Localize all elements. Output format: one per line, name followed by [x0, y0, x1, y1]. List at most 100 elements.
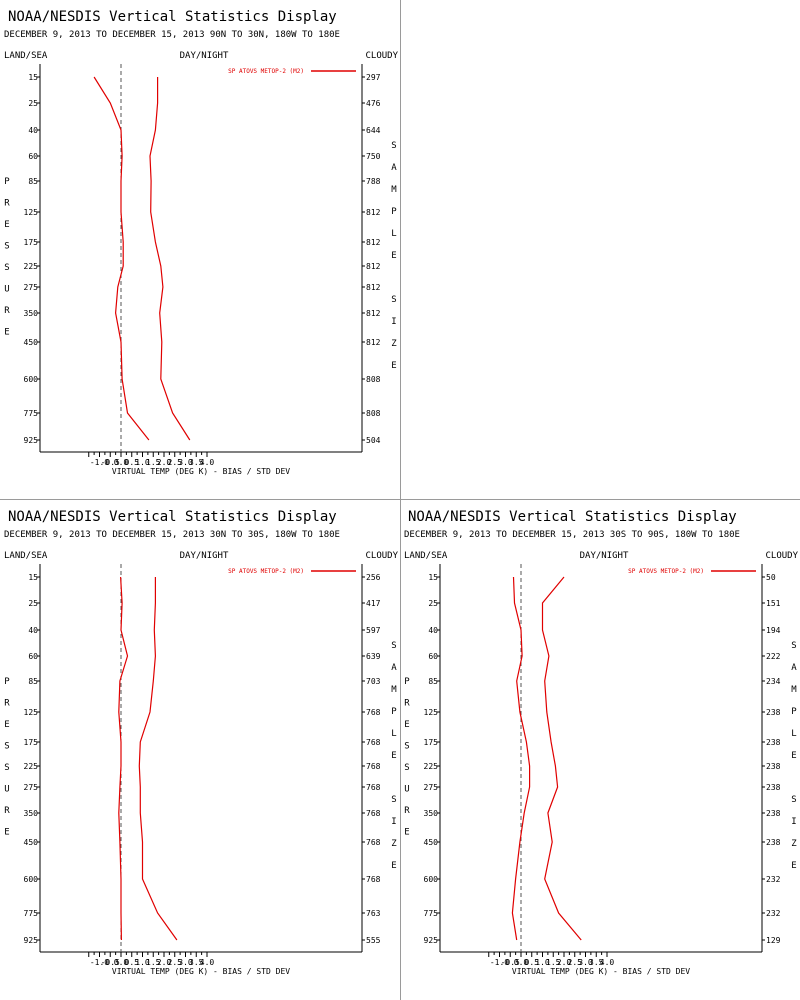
pressure-level-label: 25 [428, 599, 438, 608]
x-tick-label: 4.0 [600, 958, 615, 967]
x-tick-label: 3.5 [189, 458, 204, 467]
pressure-level-label: 15 [428, 573, 438, 582]
series-line-std_dev [138, 577, 178, 941]
x-tick-label: 1.5 [546, 958, 561, 967]
x-tick-label: -0.5 [101, 958, 120, 967]
pressure-level-label: 225 [424, 762, 439, 771]
sample-size-label: 768 [366, 809, 381, 818]
sample-size-label: 50 [766, 573, 776, 582]
chart-subtitle: DECEMBER 9, 2013 TO DECEMBER 15, 2013 30… [404, 530, 740, 540]
x-tick-label: 2.0 [557, 958, 572, 967]
x-tick-label: 0.0 [114, 458, 129, 467]
x-tick-label: 3.0 [178, 458, 193, 467]
x-tick-label: 1.5 [146, 958, 161, 967]
pressure-level-label: 600 [24, 875, 39, 884]
x-tick-label: 0.5 [125, 958, 140, 967]
x-tick-label: 1.5 [146, 458, 161, 467]
sample-size-label: 417 [366, 599, 381, 608]
sample-size-label: 788 [366, 177, 381, 186]
pressure-level-label: 350 [24, 809, 39, 818]
x-tick-label: -1.0 [90, 458, 109, 467]
sample-size-label: 808 [366, 375, 381, 384]
sample-size-label: 768 [366, 738, 381, 747]
pressure-level-label: 40 [428, 626, 438, 635]
x-tick-label: 4.0 [200, 458, 215, 467]
x-tick-label: 0.0 [114, 958, 129, 967]
pressure-level-label: 450 [24, 838, 39, 847]
chart-panel-3: NOAA/NESDIS Vertical Statistics Display D… [404, 509, 799, 976]
x-tick-label: 0.5 [525, 958, 540, 967]
sample-size-label: 644 [366, 126, 381, 135]
legend-label: SP ATOVS METOP-2 (M2) [628, 568, 704, 575]
x-tick-label: 3.0 [178, 958, 193, 967]
pressure-level-label: 85 [428, 677, 438, 686]
pressure-level-label: 775 [24, 909, 39, 918]
pressure-level-label: 40 [28, 626, 38, 635]
sample-size-label: 234 [766, 677, 781, 686]
sample-size-label: 238 [766, 762, 781, 771]
chart-subtitle: DECEMBER 9, 2013 TO DECEMBER 15, 2013 30… [4, 530, 340, 540]
corner-left-label: LAND/SEA [4, 51, 48, 61]
sample-size-label: 768 [366, 708, 381, 717]
x-tick-label: 2.5 [168, 958, 183, 967]
x-axis-label: VIRTUAL TEMP (DEG K) - BIAS / STD DEV [112, 967, 290, 976]
sample-size-label: 297 [366, 73, 381, 82]
sample-size-label: 238 [766, 708, 781, 717]
sample-size-label: 812 [366, 208, 381, 217]
legend-label: SP ATOVS METOP-2 (M2) [228, 568, 304, 575]
pressure-level-label: 125 [24, 208, 39, 217]
sample-size-label: 232 [766, 875, 781, 884]
pressure-level-label: 175 [24, 738, 39, 747]
pressure-level-label: 600 [24, 375, 39, 384]
sample-size-label: 222 [766, 652, 781, 661]
series-line-std_dev [541, 576, 582, 941]
sample-size-label: 763 [366, 909, 381, 918]
pressure-level-label: 775 [424, 909, 439, 918]
pressure-level-label: 125 [24, 708, 39, 717]
sample-size-label: 555 [366, 936, 381, 945]
x-tick-label: 3.5 [589, 958, 604, 967]
pressure-level-label: 350 [424, 809, 439, 818]
pressure-level-label: 60 [28, 652, 38, 661]
sample-size-label: 768 [366, 838, 381, 847]
sample-size-label: 812 [366, 338, 381, 347]
x-tick-label: 3.0 [578, 958, 593, 967]
pressure-level-label: 925 [24, 936, 39, 945]
pressure-level-label: 15 [28, 73, 38, 82]
pressure-level-label: 85 [28, 677, 38, 686]
corner-center-label: DAY/NIGHT [580, 551, 629, 561]
sample-size-label: 238 [766, 783, 781, 792]
x-tick-label: 4.0 [200, 958, 215, 967]
sample-size-label: 151 [766, 599, 781, 608]
sample-size-label: 812 [366, 262, 381, 271]
x-tick-label: 2.5 [168, 458, 183, 467]
x-tick-label: -1.0 [490, 958, 509, 967]
x-axis-label: VIRTUAL TEMP (DEG K) - BIAS / STD DEV [512, 967, 690, 976]
sample-size-label: 703 [366, 677, 381, 686]
pressure-level-label: 175 [424, 738, 439, 747]
sample-size-label: 812 [366, 283, 381, 292]
pressure-level-label: 225 [24, 262, 39, 271]
pressure-level-label: 450 [424, 838, 439, 847]
sample-size-label: 768 [366, 762, 381, 771]
pressure-level-label: 450 [24, 338, 39, 347]
pressure-level-label: 600 [424, 875, 439, 884]
sample-size-label: 476 [366, 99, 381, 108]
chart-panel-1: NOAA/NESDIS Vertical Statistics Display D… [4, 9, 399, 476]
corner-right-label: CLOUDY [765, 551, 798, 561]
pressure-level-label: 15 [28, 573, 38, 582]
pressure-level-label: 60 [28, 152, 38, 161]
pressure-level-label: 275 [424, 783, 439, 792]
x-tick-label: -1.0 [90, 958, 109, 967]
sample-size-label: 504 [366, 436, 381, 445]
sample-size-label: 812 [366, 238, 381, 247]
sample-size-label: 768 [366, 875, 381, 884]
x-tick-label: 2.0 [157, 458, 172, 467]
sample-size-label: 597 [366, 626, 381, 635]
pressure-level-label: 60 [428, 652, 438, 661]
sample-size-label: 129 [766, 936, 781, 945]
